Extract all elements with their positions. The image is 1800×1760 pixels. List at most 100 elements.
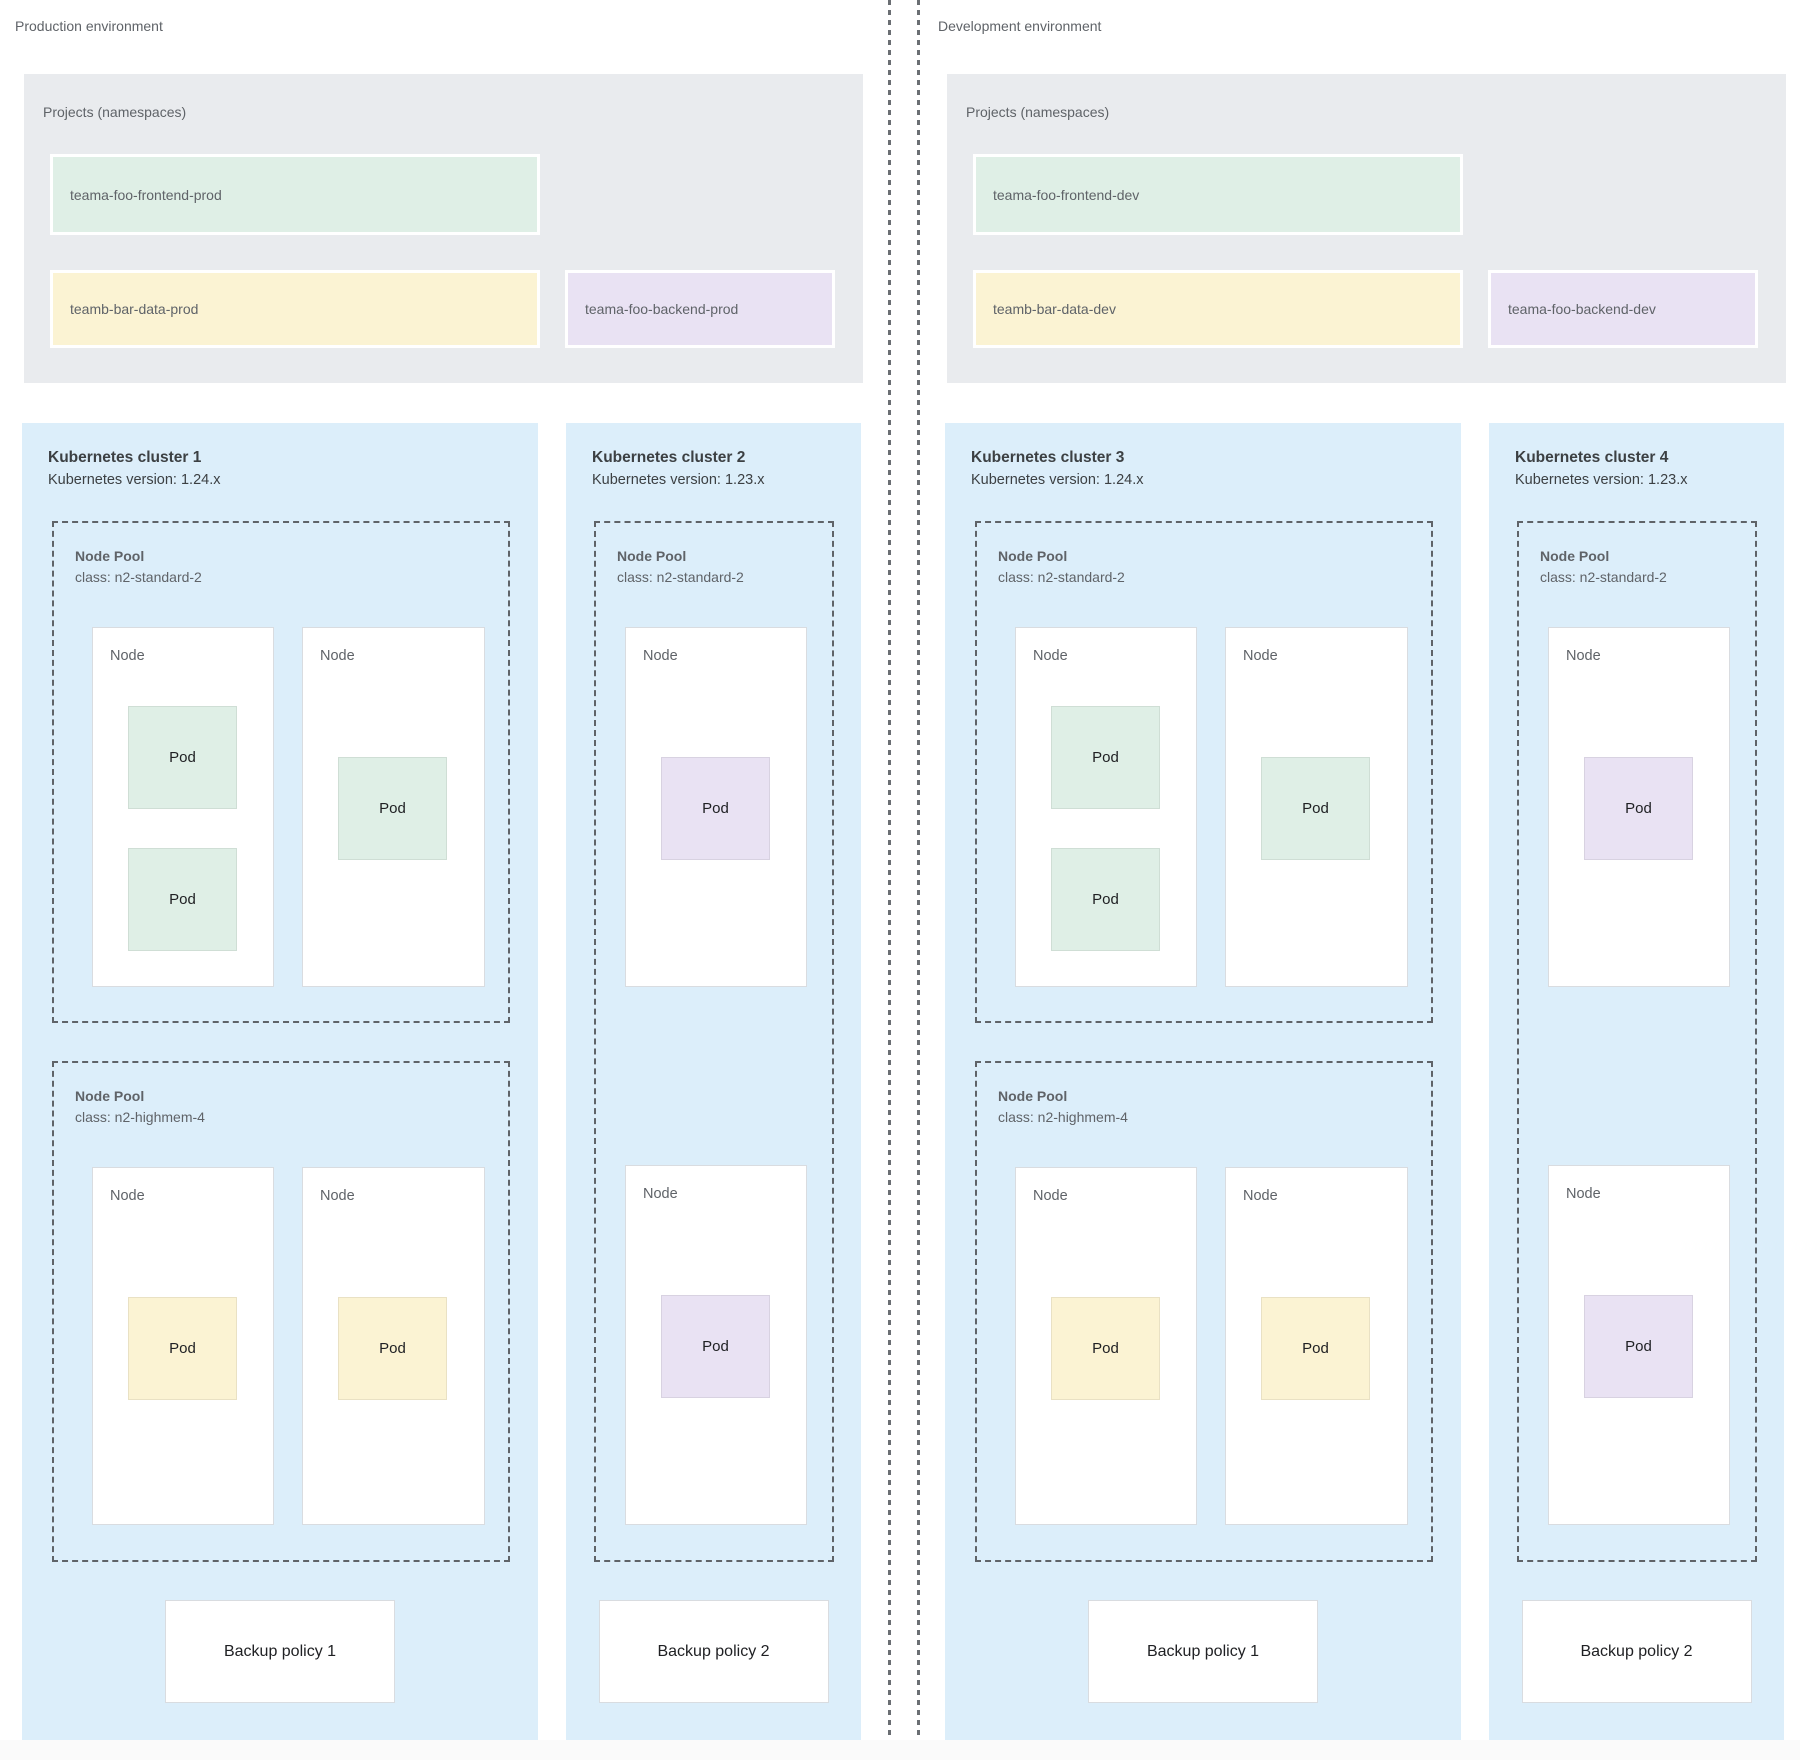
node-box: Node Pod [302, 1167, 485, 1525]
projects-panel-development: Projects (namespaces) teama-foo-frontend… [947, 74, 1786, 383]
pod-label: Pod [169, 891, 196, 908]
project-name: teamb-bar-data-dev [993, 301, 1116, 317]
node-pool-class: class: n2-standard-2 [75, 569, 202, 585]
node-pool-name: Node Pool [1540, 548, 1610, 564]
project-box-backend-dev: teama-foo-backend-dev [1488, 270, 1758, 348]
node-label: Node [320, 1188, 355, 1204]
node-pool-class: class: n2-standard-2 [998, 569, 1125, 585]
page-bottom-edge [0, 1740, 1800, 1760]
pod-label: Pod [1092, 891, 1119, 908]
pod-label: Pod [379, 800, 406, 817]
projects-title: Projects (namespaces) [43, 104, 187, 120]
environment-divider-line [917, 0, 920, 1760]
node-pool-box: Node Pool class: n2-standard-2 Node Pod … [594, 521, 834, 1562]
pod-label: Pod [702, 800, 729, 817]
cluster-box-3: Kubernetes cluster 3 Kubernetes version:… [945, 423, 1461, 1740]
node-pool-name: Node Pool [998, 548, 1068, 564]
project-name: teama-foo-backend-dev [1508, 301, 1656, 317]
cluster-title: Kubernetes cluster 1 [48, 449, 202, 466]
node-pool-name: Node Pool [75, 548, 145, 564]
node-box: Node Pod [1548, 1165, 1730, 1525]
pod-box: Pod [661, 1295, 770, 1398]
pod-label: Pod [1302, 800, 1329, 817]
project-name: teama-foo-frontend-dev [993, 186, 1140, 203]
node-label: Node [1243, 1188, 1278, 1204]
project-box-data-prod: teamb-bar-data-prod [50, 270, 540, 348]
pod-box: Pod [1584, 757, 1693, 860]
node-pool-head: Node Pool class: n2-standard-2 [998, 546, 1125, 588]
cluster-version: Kubernetes version: 1.23.x [592, 472, 765, 488]
pod-box: Pod [128, 1297, 237, 1400]
backup-policy-box: Backup policy 2 [598, 1600, 829, 1703]
pod-box: Pod [661, 757, 770, 860]
node-pool-name: Node Pool [75, 1088, 145, 1104]
node-pool-class: class: n2-highmem-4 [75, 1109, 205, 1125]
node-box: Node Pod [1015, 1167, 1197, 1525]
backup-policy-box: Backup policy 1 [165, 1600, 395, 1703]
node-label: Node [1566, 1186, 1601, 1202]
pod-label: Pod [379, 1340, 406, 1357]
backup-policy-label: Backup policy 2 [657, 1642, 770, 1660]
pod-box: Pod [1051, 1297, 1160, 1400]
pod-box: Pod [128, 706, 237, 809]
cluster-head: Kubernetes cluster 3 Kubernetes version:… [971, 447, 1144, 491]
pod-label: Pod [169, 1340, 196, 1357]
node-box: Node Pod Pod [1015, 627, 1197, 987]
project-box-backend-prod: teama-foo-backend-prod [565, 270, 835, 348]
backup-policy-label: Backup policy 2 [1580, 1642, 1693, 1660]
projects-panel-production: Projects (namespaces) teama-foo-frontend… [24, 74, 863, 383]
project-name: teamb-bar-data-prod [70, 301, 199, 317]
projects-title: Projects (namespaces) [966, 104, 1110, 120]
node-pool-name: Node Pool [617, 548, 687, 564]
node-box: Node Pod [302, 627, 485, 987]
env-label-development: Development environment [938, 18, 1102, 34]
cluster-version: Kubernetes version: 1.24.x [971, 472, 1144, 488]
node-pool-box: Node Pool class: n2-highmem-4 Node Pod N… [52, 1061, 510, 1562]
node-box: Node Pod [625, 1165, 807, 1525]
node-pool-box: Node Pool class: n2-standard-2 Node Pod … [1517, 521, 1757, 1562]
node-pool-head: Node Pool class: n2-highmem-4 [75, 1086, 205, 1128]
cluster-version: Kubernetes version: 1.23.x [1515, 472, 1688, 488]
pod-box: Pod [338, 1297, 447, 1400]
node-label: Node [320, 648, 355, 664]
node-pool-class: class: n2-standard-2 [617, 569, 744, 585]
backup-policy-box: Backup policy 2 [1521, 1600, 1752, 1703]
project-box-frontend-prod: teama-foo-frontend-prod [50, 154, 540, 235]
node-box: Node Pod [625, 627, 807, 987]
node-label: Node [1033, 648, 1068, 664]
pod-box: Pod [1261, 1297, 1370, 1400]
node-label: Node [110, 1188, 145, 1204]
node-box: Node Pod [1225, 1167, 1408, 1525]
node-label: Node [643, 1186, 678, 1202]
cluster-head: Kubernetes cluster 2 Kubernetes version:… [592, 447, 765, 491]
cluster-head: Kubernetes cluster 4 Kubernetes version:… [1515, 447, 1688, 491]
backup-policy-label: Backup policy 1 [223, 1642, 337, 1660]
pod-label: Pod [1625, 800, 1652, 817]
node-label: Node [110, 648, 145, 664]
backup-policy-label: Backup policy 1 [1146, 1642, 1260, 1660]
pod-box: Pod [1051, 848, 1160, 951]
pod-label: Pod [1092, 749, 1119, 766]
node-pool-head: Node Pool class: n2-standard-2 [75, 546, 202, 588]
pod-box: Pod [1261, 757, 1370, 860]
pod-label: Pod [702, 1338, 729, 1355]
node-pool-box: Node Pool class: n2-standard-2 Node Pod … [975, 521, 1433, 1023]
cluster-box-1: Kubernetes cluster 1 Kubernetes version:… [22, 423, 538, 1740]
pod-label: Pod [169, 749, 196, 766]
backup-policy-box: Backup policy 1 [1088, 1600, 1318, 1703]
node-label: Node [1243, 648, 1278, 664]
node-label: Node [643, 648, 678, 664]
cluster-box-2: Kubernetes cluster 2 Kubernetes version:… [566, 423, 861, 1740]
pod-label: Pod [1092, 1340, 1119, 1357]
node-pool-box: Node Pool class: n2-highmem-4 Node Pod N… [975, 1061, 1433, 1562]
node-pool-head: Node Pool class: n2-highmem-4 [998, 1086, 1128, 1128]
node-pool-class: class: n2-highmem-4 [998, 1109, 1128, 1125]
node-box: Node Pod [1548, 627, 1730, 987]
node-box: Node Pod Pod [92, 627, 274, 987]
project-box-data-dev: teamb-bar-data-dev [973, 270, 1463, 348]
node-pool-name: Node Pool [998, 1088, 1068, 1104]
node-label: Node [1033, 1188, 1068, 1204]
environment-divider-line [888, 0, 891, 1760]
node-pool-head: Node Pool class: n2-standard-2 [617, 546, 744, 588]
